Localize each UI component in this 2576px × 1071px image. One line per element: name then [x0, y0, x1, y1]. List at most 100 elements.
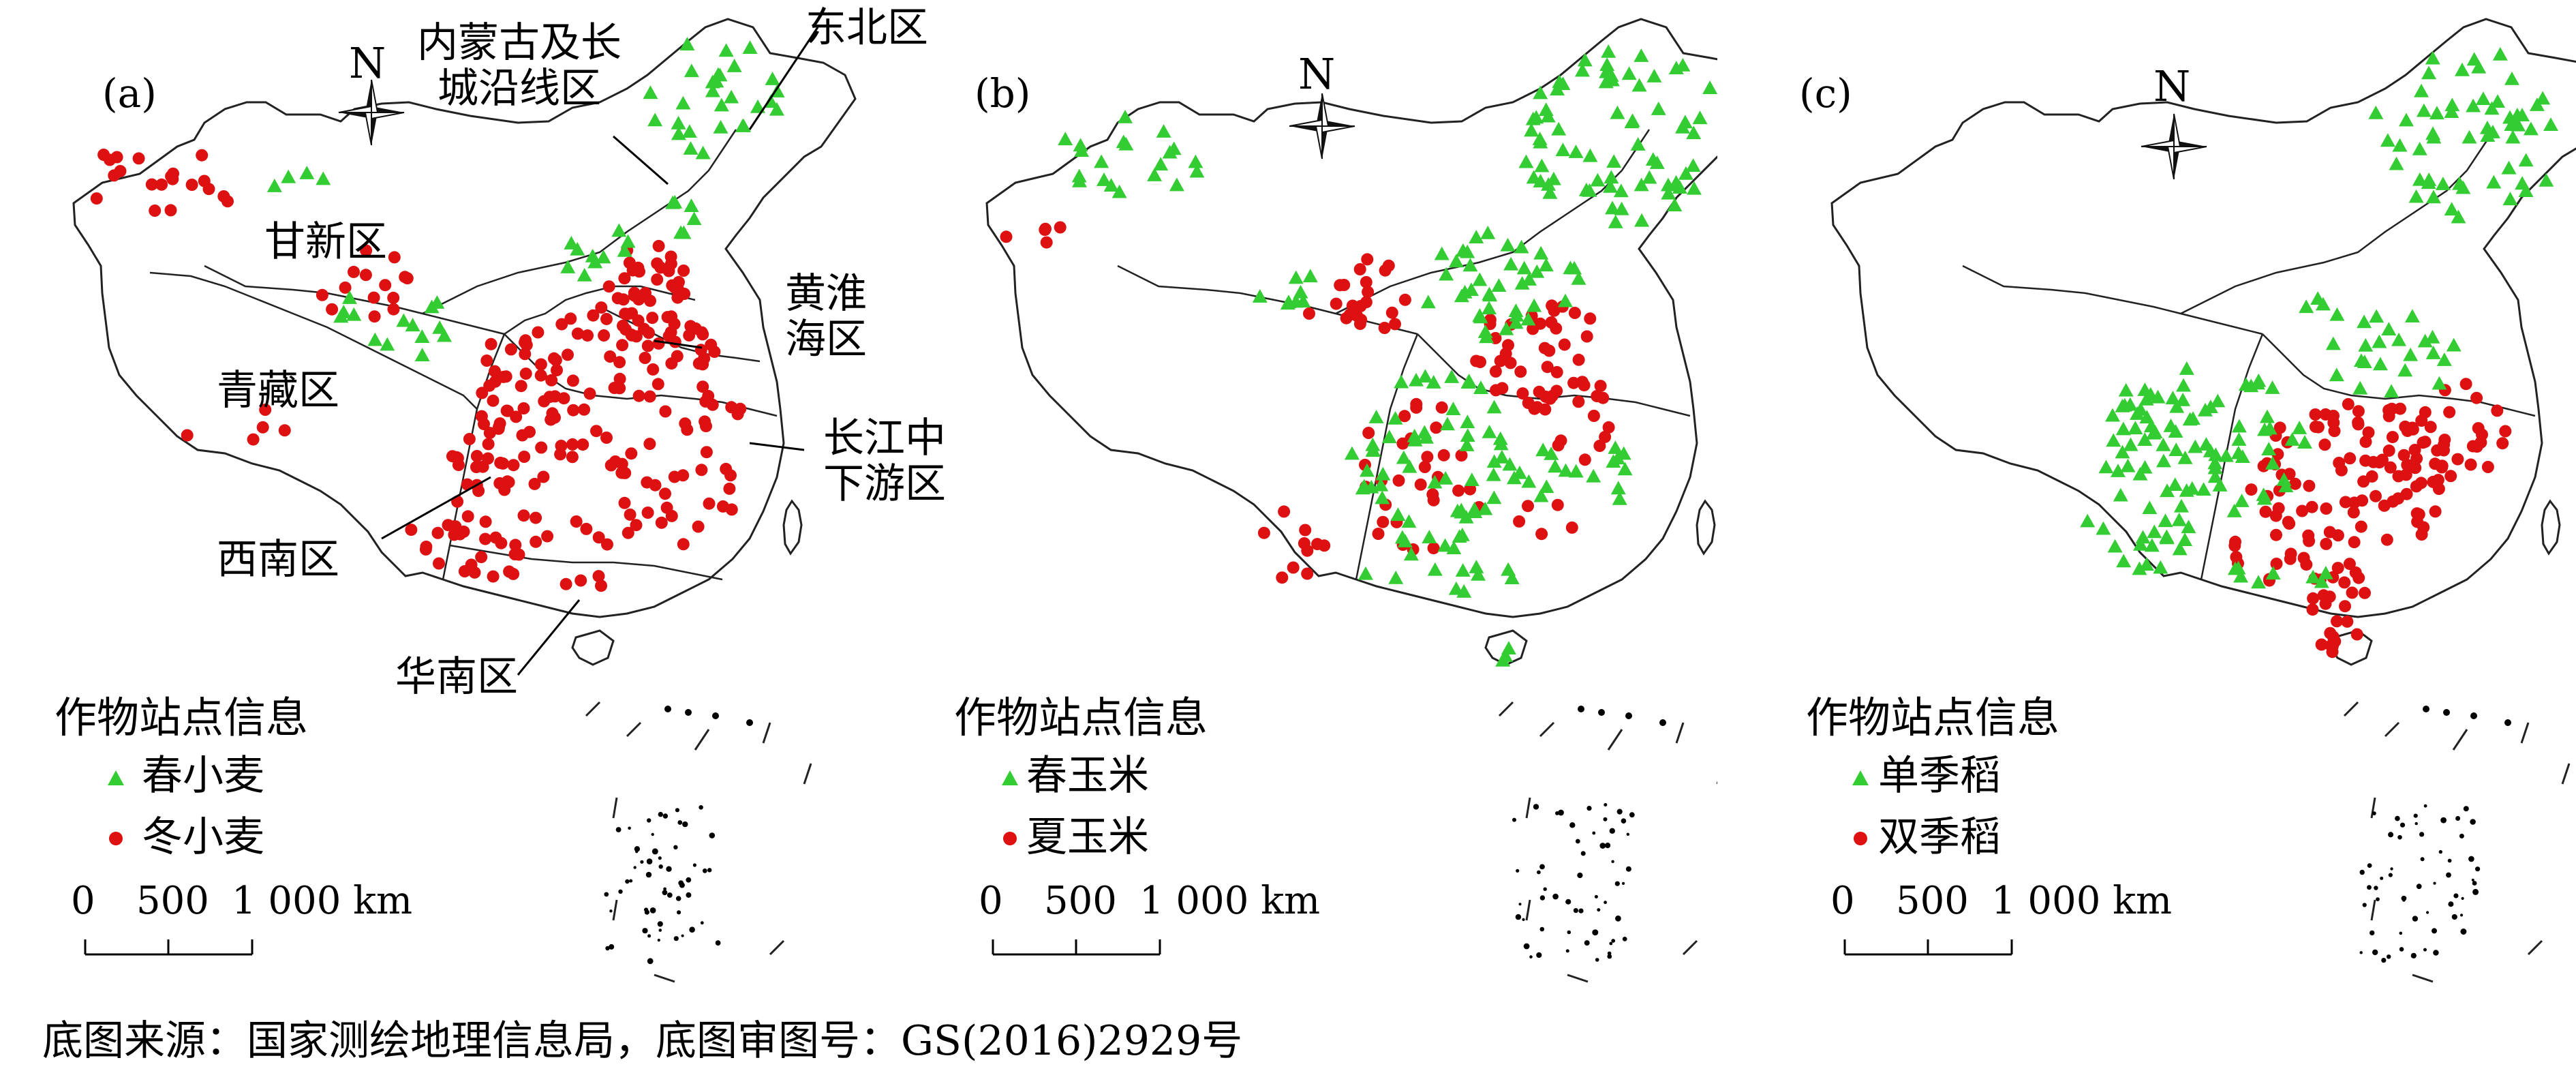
station-triangle-marker [684, 63, 699, 78]
station-triangle-marker [1617, 462, 1633, 476]
region-boundary [2262, 333, 2536, 417]
station-circle-marker [114, 165, 127, 177]
island-dot [647, 958, 654, 965]
station-triangle-marker [1288, 270, 1304, 284]
station-triangle-marker [1189, 164, 1205, 178]
station-circle-marker [2378, 499, 2391, 512]
station-triangle-marker [1460, 414, 1475, 429]
island-dot [635, 850, 639, 854]
station-triangle-marker [712, 67, 728, 82]
station-circle-marker [90, 192, 103, 205]
station-triangle-marker [1390, 507, 1406, 522]
station-circle-marker [149, 205, 162, 217]
island-dot [1578, 706, 1584, 712]
station-triangle-marker [2484, 101, 2500, 115]
region-boundary [504, 285, 696, 335]
station-triangle-marker [2113, 487, 2128, 502]
station-triangle-marker [671, 126, 686, 140]
station-triangle-marker [2416, 103, 2432, 117]
station-circle-marker [2470, 391, 2483, 404]
island-dot [2370, 930, 2375, 936]
station-triangle-marker [718, 43, 734, 57]
station-circle-marker [592, 570, 605, 583]
station-triangle-marker [2115, 421, 2131, 436]
boundary-dash [2520, 722, 2530, 744]
station-triangle-marker [1094, 154, 1109, 168]
station-triangle-marker [1608, 440, 1623, 454]
station-triangle-marker [1605, 200, 1621, 215]
station-triangle-marker [1502, 457, 1518, 471]
station-triangle-marker [2398, 112, 2414, 127]
station-circle-marker [665, 357, 678, 370]
station-triangle-marker [564, 236, 579, 250]
island-dot [1611, 860, 1614, 864]
station-markers [2080, 46, 2559, 659]
station-circle-marker [1418, 461, 1431, 473]
station-circle-marker [562, 348, 574, 361]
island-dot [1625, 866, 1631, 872]
station-triangle-marker [1610, 451, 1625, 465]
station-circle-marker [641, 507, 654, 519]
station-circle-marker [433, 557, 445, 570]
island-dot [2362, 903, 2367, 907]
station-triangle-marker [1557, 293, 1573, 307]
island-dot [2433, 950, 2439, 956]
scale-label-1000: 1 000 km [1991, 879, 2173, 923]
station-circle-marker [661, 311, 674, 324]
station-triangle-marker [2404, 309, 2420, 323]
station-triangle-marker [1472, 308, 1488, 322]
station-circle-marker [679, 417, 692, 430]
station-triangle-marker [1512, 465, 1527, 479]
station-circle-marker [2309, 408, 2322, 421]
station-triangle-marker [1667, 198, 1683, 212]
station-triangle-marker [396, 313, 412, 327]
leader-line [517, 599, 581, 676]
station-triangle-marker [2177, 532, 2193, 547]
station-triangle-marker [2212, 478, 2228, 492]
island-dot [1611, 939, 1616, 943]
station-circle-marker [2230, 551, 2243, 564]
station-circle-marker [2306, 603, 2319, 616]
station-triangle-marker [2196, 482, 2211, 496]
station-circle-marker [2443, 406, 2456, 419]
station-circle-marker [541, 530, 554, 543]
station-circle-marker [448, 528, 461, 541]
station-triangle-marker [1460, 244, 1475, 258]
station-triangle-marker [1486, 490, 1502, 504]
station-circle-marker [2309, 421, 2322, 433]
station-circle-marker [1398, 410, 1411, 423]
island-dot [2432, 928, 2437, 934]
island-dot [1575, 839, 1580, 844]
station-triangle-marker [1473, 380, 1488, 394]
station-triangle-marker [1634, 213, 1650, 227]
station-circle-marker [1287, 561, 1300, 574]
station-circle-marker [2408, 444, 2421, 456]
station-circle-marker [2331, 562, 2344, 575]
scale-label-1000: 1 000 km [232, 879, 413, 923]
station-triangle-marker [1610, 105, 1625, 119]
station-circle-marker [1533, 385, 1546, 398]
station-circle-marker [2328, 425, 2341, 438]
station-triangle-marker [2153, 560, 2168, 574]
boundary-dash [769, 939, 785, 956]
station-circle-marker [368, 310, 381, 323]
station-circle-marker [639, 352, 651, 364]
station-circle-marker [2397, 449, 2410, 462]
station-triangle-marker [2173, 498, 2189, 513]
station-circle-marker [2339, 496, 2352, 509]
station-triangle-marker [2233, 569, 2249, 583]
station-triangle-marker [1401, 514, 1417, 528]
station-triangle-marker [1672, 180, 1687, 194]
island-dot [2410, 952, 2417, 959]
station-circle-marker [165, 170, 178, 183]
boundary-dash [2343, 701, 2359, 717]
station-circle-marker [664, 250, 677, 263]
island-dot [1539, 864, 1545, 870]
station-triangle-marker [2144, 538, 2160, 552]
station-circle-marker [651, 273, 664, 286]
station-triangle-marker [2504, 117, 2519, 132]
station-circle-marker [1572, 395, 1585, 408]
station-triangle-marker [1571, 271, 1586, 285]
station-triangle-marker [2143, 387, 2158, 401]
leader-line [381, 476, 491, 540]
